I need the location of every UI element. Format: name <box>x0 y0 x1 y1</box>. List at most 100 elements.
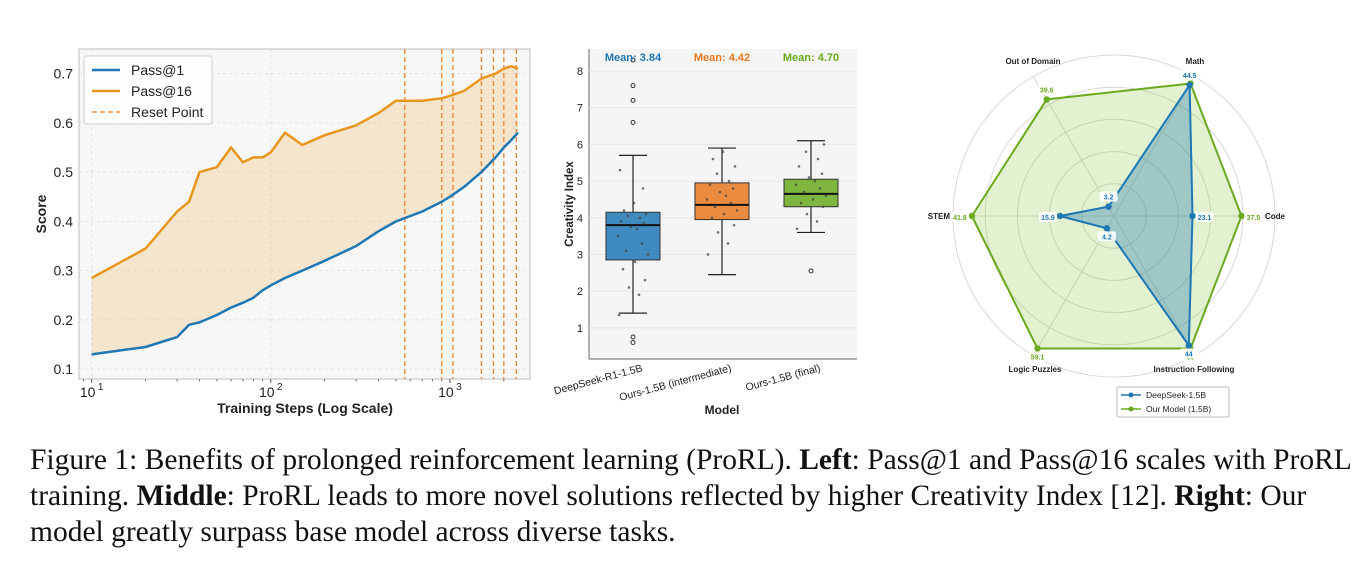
box-outlier <box>630 334 636 340</box>
box-data-point <box>820 172 824 176</box>
box-data-point <box>724 194 728 198</box>
box-data-point <box>641 187 645 190</box>
mid-y-tick-label: 3 <box>577 249 583 261</box>
radar-value-bg <box>1099 191 1118 202</box>
reset-point-lines <box>404 49 518 379</box>
radar-value-label: 15.9 <box>1041 215 1055 222</box>
box-data-point <box>802 190 806 194</box>
box-data-point <box>794 183 798 187</box>
box-data-point <box>616 234 620 238</box>
box-data-point <box>637 293 641 297</box>
left-x-tick-base: 10 <box>259 384 275 400</box>
box-data-point <box>627 286 631 289</box>
box-outlier <box>630 57 636 63</box>
deepseek-radar-point <box>1056 212 1064 220</box>
left-y-tick-label: 0.3 <box>54 263 74 279</box>
left-y-tick-label: 0.2 <box>54 312 74 328</box>
box-data-point <box>715 172 719 176</box>
left-x-ticks: 10 1 10 2 10 3 <box>80 379 505 400</box>
radar-axis-label: Math <box>1186 57 1205 66</box>
radar-value-labels: 60.137.56659.141.839.644.523.1444.215.93… <box>950 68 1263 362</box>
box-data-point <box>624 249 628 253</box>
box-data-point <box>722 212 726 216</box>
legend-pass16-label: Pass@16 <box>131 83 192 99</box>
radar-axis-labels: Math Code Instruction Following Logic Puzzl… <box>928 57 1286 374</box>
box-outlier <box>808 268 814 274</box>
box-data-point <box>621 267 625 271</box>
mid-y-tick-label: 5 <box>577 176 583 188</box>
box-data-point <box>619 220 623 223</box>
radar-value-label: 4.2 <box>1102 234 1112 241</box>
caption-right-head: Right <box>1174 480 1245 512</box>
radar-value-bg <box>1179 348 1198 359</box>
mid-y-tick-label: 7 <box>577 103 583 115</box>
box-data-point <box>710 216 714 220</box>
radar-spoke <box>1113 215 1195 356</box>
radar-value-bg <box>1180 70 1199 81</box>
box-data-point <box>706 253 710 256</box>
radar-value-bg <box>1244 212 1263 222</box>
box-data-point <box>813 179 817 183</box>
caption-left-text: : Pass@1 and Pass@16 scales with ProRL t… <box>30 444 1351 512</box>
left-y-tick-label: 0.1 <box>54 361 74 377</box>
radar-value-bg <box>1195 212 1214 222</box>
box-data-point <box>713 205 717 209</box>
left-y-tick-label: 0.5 <box>54 164 74 180</box>
box-data-point <box>799 201 803 205</box>
pass16-line <box>91 64 519 280</box>
radar-value-label: 39.6 <box>1040 87 1054 94</box>
radar-value-bg <box>1038 212 1057 222</box>
radar-value-bg <box>1028 351 1047 362</box>
box-data-point <box>805 212 809 216</box>
box-outlier <box>630 339 636 345</box>
caption-right-text: : Our model greatly surpass base model a… <box>30 480 1307 548</box>
box-data-point <box>729 201 733 205</box>
radar-series <box>968 80 1245 352</box>
box-data-point <box>640 242 644 245</box>
radar-value-bg <box>1097 231 1116 242</box>
box-data-point <box>711 157 715 161</box>
left-legend-box <box>83 55 213 125</box>
legend-deepseek-label: DeepSeek-1.5B <box>1146 390 1206 400</box>
box-iqr <box>694 182 750 221</box>
radar-value-label: 37.5 <box>1247 215 1261 222</box>
radar-axis-label: Logic Puzzles <box>1009 365 1062 374</box>
radar-value-label: 44.5 <box>1183 73 1197 80</box>
legend-ours-marker <box>1128 406 1134 412</box>
box-data-point <box>626 214 630 218</box>
deepseek-radar-point <box>1105 203 1112 210</box>
caption-label: Figure 1: Benefits of prolonged reinforc… <box>30 444 800 476</box>
caption-middle-text: : ProRL leads to more novel solutions re… <box>226 480 1175 512</box>
left-x-tick-base: 10 <box>438 384 454 400</box>
ours-radar-point <box>1238 212 1245 220</box>
left-y-label: Score <box>33 194 49 233</box>
pass-gap-fill <box>91 66 518 355</box>
box-data-point <box>705 198 709 201</box>
box-data-point <box>635 227 639 231</box>
deepseek-radar-point <box>1103 225 1111 232</box>
box-data-point <box>633 260 637 264</box>
box-data-point <box>716 231 720 234</box>
box-data-point <box>795 227 799 231</box>
radar-value-label: 3.2 <box>1104 195 1114 202</box>
box-data-point <box>721 150 725 154</box>
box-data-point <box>643 278 647 282</box>
box-data-point <box>735 209 739 212</box>
radar-axis-label: Instruction Following <box>1154 365 1235 374</box>
radar-value-label: 44 <box>1185 352 1193 359</box>
caption-middle-head: Middle <box>136 480 227 512</box>
radar-axis-label: Code <box>1265 212 1286 221</box>
box-data-point <box>821 205 825 209</box>
radar-legend-box <box>1116 386 1230 418</box>
mid-y-label: Creativity Index <box>564 161 576 247</box>
mid-y-tick-label: 8 <box>577 66 583 78</box>
box-data-point <box>642 221 646 225</box>
left-y-tick-label: 0.4 <box>54 213 74 229</box>
box-data-point <box>718 190 722 194</box>
box-data-point <box>807 176 811 179</box>
legend-reset-label: Reset Point <box>131 104 203 120</box>
mid-mean-labels: Mean: 3.84 Mean: 4.42 Mean: 4.70 <box>605 52 839 64</box>
box-data-point <box>822 143 826 146</box>
radar-axis-label: STEM <box>928 212 951 221</box>
